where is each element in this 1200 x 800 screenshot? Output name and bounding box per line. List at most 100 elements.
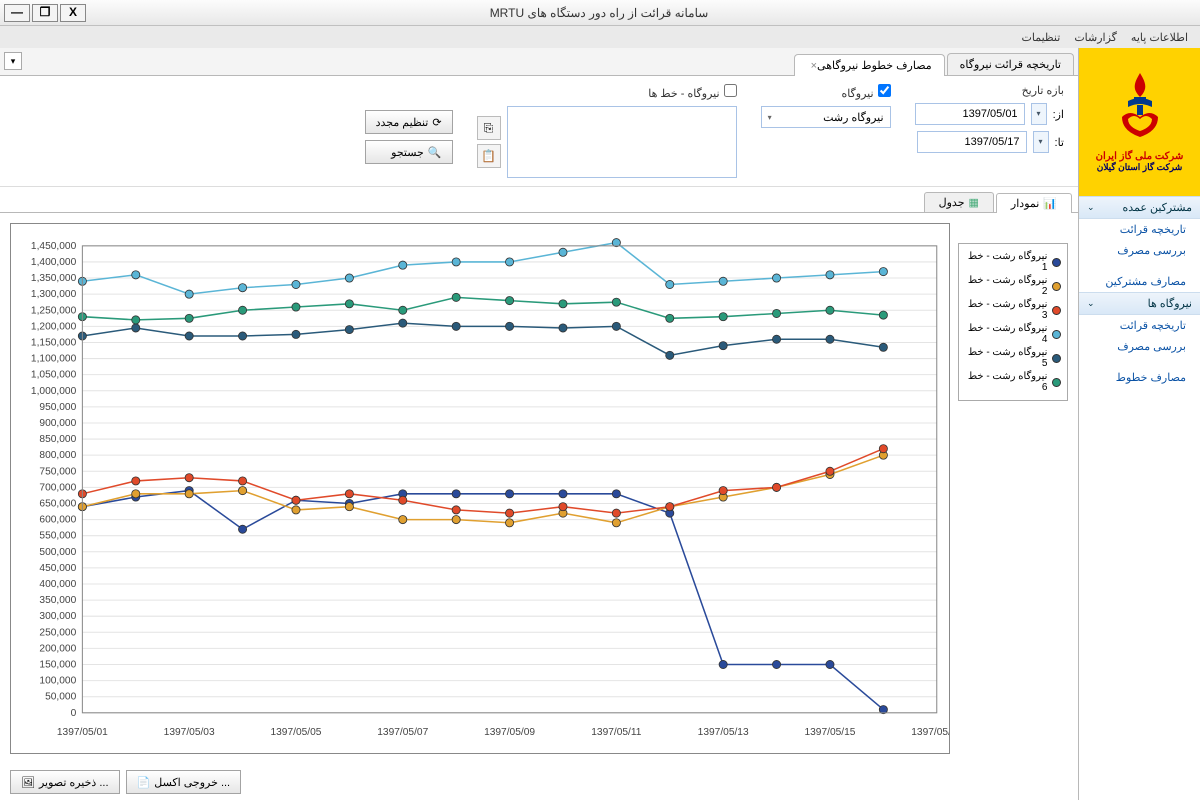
menu-reports[interactable]: گزارشات <box>1074 31 1117 44</box>
legend-item: نيروگاه رشت - خط 5 <box>965 346 1061 370</box>
svg-text:1,050,000: 1,050,000 <box>31 370 77 381</box>
svg-text:300,000: 300,000 <box>39 611 76 622</box>
svg-text:850,000: 850,000 <box>39 434 76 445</box>
nav-item[interactable]: بررسی مصرف <box>1079 336 1200 357</box>
svg-text:1,150,000: 1,150,000 <box>31 338 77 349</box>
legend-item: نيروگاه رشت - خط 3 <box>965 298 1061 322</box>
menu-settings[interactable]: تنظیمات <box>1022 31 1061 44</box>
date-to-input[interactable] <box>917 131 1027 153</box>
search-button[interactable]: 🔍جستجو <box>365 140 453 164</box>
menu-base-info[interactable]: اطلاعات پایه <box>1131 31 1188 44</box>
plant-label: نیروگاه <box>841 88 873 100</box>
sidebar: شرکت ملی گاز ایران شركت گاز استان گيلان … <box>1078 48 1200 800</box>
svg-text:0: 0 <box>71 708 77 719</box>
svg-text:200,000: 200,000 <box>39 643 76 654</box>
from-label: از: <box>1053 108 1064 121</box>
svg-text:1397/05/15: 1397/05/15 <box>804 727 855 738</box>
view-tab-table[interactable]: ▦جدول <box>924 192 994 212</box>
svg-text:1,200,000: 1,200,000 <box>31 321 77 332</box>
svg-text:1397/05/01: 1397/05/01 <box>57 727 108 738</box>
save-image-button[interactable]: 🖼ذخیره تصویر ... <box>10 770 120 794</box>
chevron-down-icon[interactable]: ▾ <box>1033 131 1049 153</box>
svg-text:250,000: 250,000 <box>39 627 76 638</box>
svg-text:550,000: 550,000 <box>39 531 76 542</box>
legend-item: نيروگاه رشت - خط 6 <box>965 370 1061 394</box>
svg-text:1397/05/11: 1397/05/11 <box>591 727 642 738</box>
document-tabs: تاریخچه قرائت نیروگاه مصارف خطوط نیروگاه… <box>0 48 1078 76</box>
svg-text:1397/05/17: 1397/05/17 <box>911 727 949 738</box>
image-icon: 🖼 <box>21 776 35 789</box>
legend-item: نيروگاه رشت - خط 1 <box>965 250 1061 274</box>
chevron-icon: ⌄ <box>1087 202 1095 213</box>
logo-text-2: شركت گاز استان گيلان <box>1097 162 1183 173</box>
tab-reading-history[interactable]: تاریخچه قرائت نیروگاه <box>947 53 1074 75</box>
nav-item[interactable]: مصارف مشترکین <box>1079 271 1200 292</box>
svg-text:950,000: 950,000 <box>39 402 76 413</box>
svg-text:1397/05/03: 1397/05/03 <box>164 727 215 738</box>
view-tab-chart[interactable]: 📊نمودار <box>996 193 1072 213</box>
logo: شرکت ملی گاز ایران شركت گاز استان گيلان <box>1079 48 1200 196</box>
legend-item: نيروگاه رشت - خط 4 <box>965 322 1061 346</box>
date-range-label: بازه تاریخ <box>915 84 1064 97</box>
menubar: اطلاعات پایه گزارشات تنظیمات <box>0 26 1200 48</box>
nav-item[interactable]: تاریخچه قرائت <box>1079 219 1200 240</box>
chart-legend: نيروگاه رشت - خط 1نيروگاه رشت - خط 2نيرو… <box>958 243 1068 401</box>
svg-text:1397/05/05: 1397/05/05 <box>270 727 321 738</box>
restore-button[interactable]: ❐ <box>32 4 58 22</box>
svg-text:400,000: 400,000 <box>39 579 76 590</box>
nav-item[interactable]: تاریخچه قرائت <box>1079 315 1200 336</box>
nav-group-header[interactable]: نیروگاه ها⌄ <box>1079 292 1200 315</box>
refresh-icon: ⟳ <box>432 116 441 129</box>
excel-icon: 📄 <box>137 776 151 789</box>
svg-text:750,000: 750,000 <box>39 466 76 477</box>
main-panel: تاریخچه قرائت نیروگاه مصارف خطوط نیروگاه… <box>0 48 1078 800</box>
to-label: تا: <box>1055 136 1064 149</box>
svg-text:1,250,000: 1,250,000 <box>31 305 77 316</box>
nav-item[interactable]: مصارف خطوط <box>1079 367 1200 388</box>
app-window: — ❐ X سامانه قرائت از راه دور دستگاه های… <box>0 0 1200 800</box>
svg-text:1,450,000: 1,450,000 <box>31 241 77 252</box>
svg-text:1,100,000: 1,100,000 <box>31 354 77 365</box>
svg-text:500,000: 500,000 <box>39 547 76 558</box>
plant-checkbox[interactable] <box>878 84 891 97</box>
plant-combo[interactable]: نیروگاه رشت ▾ <box>761 106 891 128</box>
export-excel-button[interactable]: 📄خروجی اکسل ... <box>126 770 242 794</box>
svg-text:1397/05/13: 1397/05/13 <box>698 727 749 738</box>
chevron-down-icon: ▾ <box>768 113 772 122</box>
lines-listbox[interactable] <box>507 106 737 178</box>
reset-button[interactable]: ⟳تنظیم مجدد <box>365 110 453 134</box>
lines-checkbox[interactable] <box>724 84 737 97</box>
svg-text:600,000: 600,000 <box>39 515 76 526</box>
svg-text:650,000: 650,000 <box>39 499 76 510</box>
close-button[interactable]: X <box>60 4 86 22</box>
window-title: سامانه قرائت از راه دور دستگاه های MRTU <box>86 6 1112 20</box>
svg-text:450,000: 450,000 <box>39 563 76 574</box>
minimize-button[interactable]: — <box>4 4 30 22</box>
tabs-overflow-button[interactable]: ▾ <box>4 52 22 70</box>
copy-icon[interactable]: ⎘ <box>477 116 501 140</box>
chart: 050,000100,000150,000200,000250,000300,0… <box>10 223 950 754</box>
tab-line-consumption[interactable]: مصارف خطوط نیروگاهی× <box>794 54 945 76</box>
legend-item: نيروگاه رشت - خط 2 <box>965 274 1061 298</box>
svg-text:150,000: 150,000 <box>39 660 76 671</box>
chart-area: 050,000100,000150,000200,000250,000300,0… <box>0 213 1078 764</box>
svg-text:900,000: 900,000 <box>39 418 76 429</box>
search-icon: 🔍 <box>428 146 442 159</box>
svg-text:50,000: 50,000 <box>45 692 76 703</box>
nav-item[interactable]: بررسی مصرف <box>1079 240 1200 261</box>
chevron-icon: ⌄ <box>1087 298 1095 309</box>
svg-text:1,400,000: 1,400,000 <box>31 257 77 268</box>
filter-panel: بازه تاریخ از: ▾ تا: ▾ نیروگاه <box>0 76 1078 187</box>
date-from-input[interactable] <box>915 103 1025 125</box>
line-chart: 050,000100,000150,000200,000250,000300,0… <box>11 224 949 753</box>
paste-icon[interactable]: 📋 <box>477 144 501 168</box>
nav-group-header[interactable]: مشترکین عمده⌄ <box>1079 196 1200 219</box>
svg-text:1,000,000: 1,000,000 <box>31 386 77 397</box>
gas-company-logo-icon <box>1110 71 1170 149</box>
chevron-down-icon[interactable]: ▾ <box>1031 103 1047 125</box>
svg-text:800,000: 800,000 <box>39 450 76 461</box>
lines-label: نیروگاه - خط ها <box>648 88 719 100</box>
svg-text:700,000: 700,000 <box>39 482 76 493</box>
titlebar: — ❐ X سامانه قرائت از راه دور دستگاه های… <box>0 0 1200 26</box>
svg-text:1397/05/09: 1397/05/09 <box>484 727 535 738</box>
